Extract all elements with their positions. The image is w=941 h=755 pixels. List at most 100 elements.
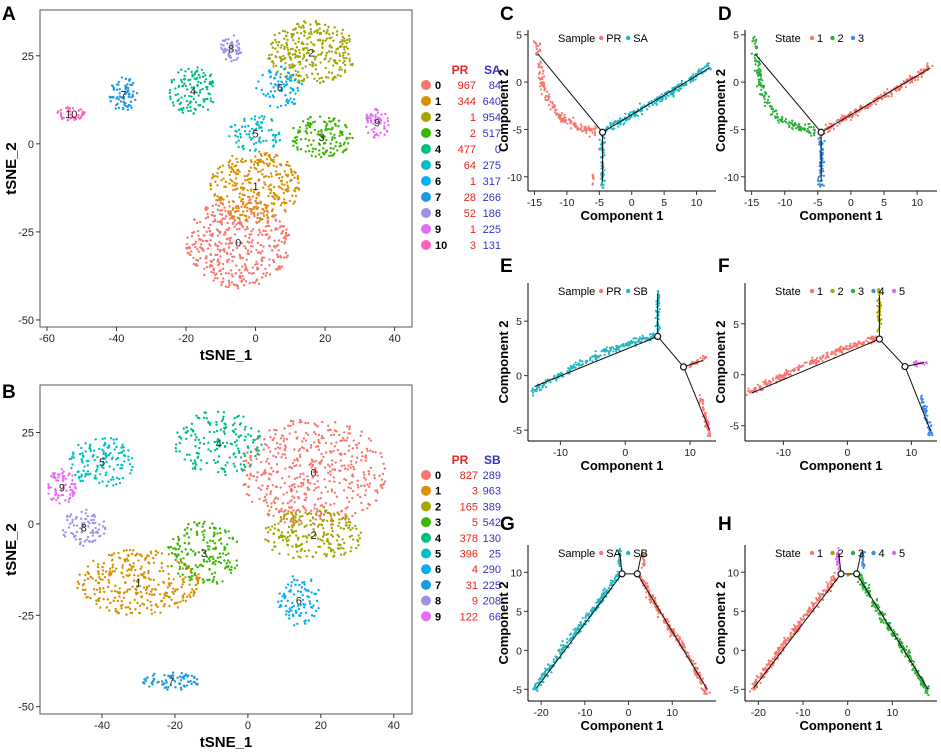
scatter-point <box>182 557 185 560</box>
scatter-point <box>239 223 243 226</box>
scatter-point <box>172 592 175 595</box>
scatter-point <box>347 52 350 56</box>
scatter-point <box>299 147 303 151</box>
scatter-point <box>272 158 275 162</box>
scatter-point <box>335 62 339 65</box>
scatter-point <box>224 423 227 426</box>
scatter-point <box>136 580 139 584</box>
scatter-point <box>113 589 117 593</box>
scatter-point <box>343 39 346 43</box>
trajectory-point <box>818 169 821 172</box>
scatter-point <box>114 483 118 486</box>
scatter-point <box>216 460 220 463</box>
scatter-point <box>240 205 243 209</box>
scatter-point <box>218 209 222 212</box>
scatter-point <box>208 243 211 246</box>
scatter-point <box>101 578 104 581</box>
scatter-point <box>205 205 208 209</box>
scatter-point <box>215 198 218 202</box>
trajectory-point <box>575 363 578 367</box>
scatter-point <box>314 486 318 490</box>
scatter-point <box>373 136 376 139</box>
scatter-point <box>267 472 271 476</box>
trajectory-point <box>809 131 812 135</box>
scatter-point <box>264 538 267 541</box>
scatter-point <box>222 277 225 280</box>
legend-cluster-label: 1 <box>435 96 441 108</box>
scatter-point <box>212 459 216 462</box>
scatter-point <box>325 139 328 142</box>
scatter-point <box>132 565 135 568</box>
scatter-point <box>193 572 197 575</box>
scatter-point <box>331 78 334 81</box>
scatter-point <box>122 97 125 101</box>
scatter-point <box>313 431 316 434</box>
scatter-point <box>192 430 195 433</box>
y-tick-label: 5 <box>733 30 739 42</box>
scatter-point <box>61 529 65 532</box>
scatter-point <box>190 571 193 574</box>
scatter-point <box>180 688 183 691</box>
scatter-point <box>222 177 225 180</box>
scatter-point <box>273 497 277 501</box>
scatter-point <box>228 205 231 208</box>
legend-cluster-label: 3 <box>435 517 441 529</box>
scatter-point <box>381 472 385 476</box>
trajectory-point <box>549 100 552 104</box>
scatter-point <box>201 564 205 568</box>
scatter-point <box>277 535 281 539</box>
scatter-point <box>344 513 347 516</box>
scatter-point <box>227 54 230 57</box>
scatter-point <box>247 485 251 489</box>
scatter-point <box>150 590 153 593</box>
scatter-point <box>232 462 235 465</box>
scatter-point <box>329 120 333 123</box>
scatter-point <box>343 467 347 470</box>
legend-cluster-label: 4 <box>435 533 442 545</box>
scatter-point <box>104 471 108 474</box>
scatter-point <box>114 584 117 588</box>
scatter-point <box>237 145 240 149</box>
scatter-point <box>68 107 72 110</box>
scatter-point <box>269 528 272 531</box>
trajectory-point <box>535 47 538 51</box>
y-tick-label: 5 <box>516 316 522 328</box>
scatter-point <box>343 124 347 127</box>
scatter-point <box>192 86 196 89</box>
trajectory-point <box>758 78 762 81</box>
scatter-point <box>322 30 326 33</box>
scatter-point <box>306 118 310 121</box>
scatter-point <box>365 125 368 128</box>
trajectory-point <box>689 81 692 84</box>
scatter-point <box>75 515 78 519</box>
legend-cluster-label: 9 <box>435 224 441 236</box>
scatter-point <box>151 556 155 560</box>
scatter-point <box>364 455 367 458</box>
scatter-point <box>214 203 218 206</box>
scatter-point <box>109 478 113 481</box>
scatter-point <box>304 431 308 435</box>
scatter-point <box>298 475 302 479</box>
scatter-point <box>193 90 196 93</box>
scatter-point <box>289 97 292 100</box>
scatter-point <box>250 458 253 462</box>
trajectory-point <box>886 88 889 91</box>
scatter-point <box>278 552 281 555</box>
scatter-point <box>247 133 251 136</box>
trajectory-point <box>593 133 597 136</box>
scatter-point <box>220 43 223 46</box>
scatter-point <box>95 588 99 591</box>
scatter-point <box>337 524 340 528</box>
scatter-point <box>232 170 236 174</box>
scatter-point <box>186 566 189 570</box>
scatter-point <box>59 108 63 112</box>
scatter-point <box>343 63 347 67</box>
scatter-point <box>283 481 286 485</box>
scatter-point <box>178 567 181 571</box>
scatter-point <box>189 428 193 431</box>
scatter-point <box>299 556 302 559</box>
scatter-point <box>279 186 282 189</box>
scatter-point <box>168 604 171 608</box>
trajectory-point <box>568 118 571 121</box>
scatter-point <box>274 55 277 58</box>
